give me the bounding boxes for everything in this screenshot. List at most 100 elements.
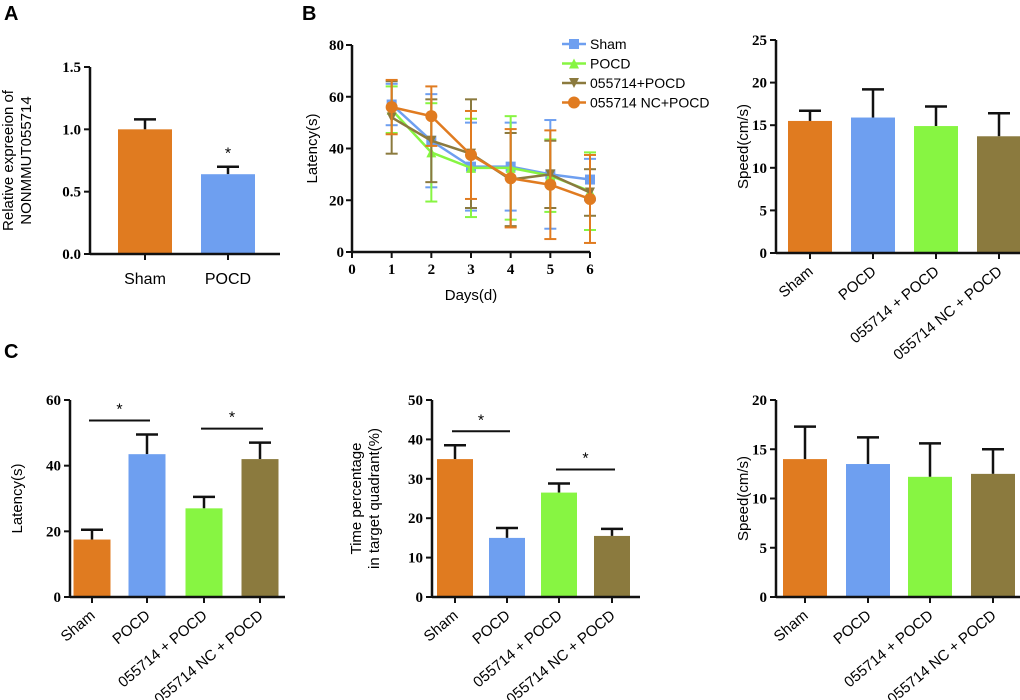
series-055714-nc+pocd	[385, 78, 596, 244]
significance-star: *	[582, 451, 588, 468]
y-axis-label: Speed(cm/s)	[735, 456, 752, 541]
bar-sham	[783, 459, 827, 597]
legend-label: Sham	[590, 36, 627, 52]
y-tick-label: 20	[752, 393, 767, 409]
legend-label: 055714+POCD	[590, 75, 685, 91]
x-tick-label: POCD	[469, 607, 513, 648]
x-tick-label: 055714 NC + POCD	[890, 263, 1005, 364]
x-tick-label: 3	[467, 262, 475, 278]
y-tick-label: 10	[752, 161, 767, 177]
legend-label: POCD	[590, 56, 630, 72]
triangle-down-marker	[569, 78, 579, 88]
y-tick-label: 5	[760, 541, 768, 557]
x-tick-label: Sham	[124, 271, 166, 288]
y-tick-label: 20	[329, 193, 344, 209]
bar-pocd	[851, 117, 895, 253]
y-tick-label: 20	[408, 511, 423, 527]
bar-sham	[73, 539, 111, 597]
y-tick-label: 50	[408, 393, 423, 409]
bar-sham	[118, 129, 172, 254]
y-tick-label: 1.0	[62, 122, 81, 138]
y-tick-label: 0	[416, 590, 424, 606]
bar-055714-+-pocd	[185, 508, 223, 597]
circle-marker	[465, 148, 477, 161]
significance-star: *	[478, 412, 484, 429]
y-tick-label: 0	[760, 246, 768, 262]
y-tick-label: 20	[46, 524, 61, 540]
panel-label-a: A	[4, 3, 18, 25]
y-axis-label: in target quadrant(%)	[366, 428, 383, 569]
bar-055714-nc-+-pocd	[241, 459, 279, 597]
bar-055714-nc-+-pocd	[594, 535, 630, 597]
legend-label: 055714 NC+POCD	[590, 95, 709, 111]
x-tick-label: 5	[547, 262, 555, 278]
y-tick-label: 20	[752, 76, 767, 92]
x-tick-label: Sham	[771, 607, 812, 645]
x-tick-label: Sham	[776, 263, 817, 301]
x-tick-label: 2	[428, 262, 436, 278]
y-tick-label: 30	[408, 472, 423, 488]
y-tick-label: 60	[329, 90, 344, 106]
bar-055714-nc-+-pocd	[977, 136, 1020, 253]
x-tick-label: 6	[586, 262, 594, 278]
x-tick-label: Sham	[421, 607, 462, 645]
x-tick-label: POCD	[835, 263, 879, 304]
x-tick-label: 4	[507, 262, 515, 278]
significance-star: *	[225, 146, 231, 163]
circle-marker	[568, 96, 580, 109]
circle-marker	[425, 110, 438, 123]
bar-pocd	[489, 537, 525, 597]
legend: Sham POCD 055714+POCD 055714 NC+POCD	[562, 36, 709, 111]
y-tick-label: 15	[752, 118, 767, 134]
y-tick-label: 0.5	[62, 185, 81, 201]
y-tick-label: 40	[408, 432, 423, 448]
x-tick-label: Sham	[58, 607, 99, 645]
x-tick-label: 0	[348, 262, 356, 278]
series-line	[391, 105, 591, 201]
y-tick-label: 40	[46, 459, 61, 475]
y-tick-label: 40	[329, 142, 344, 158]
series-line	[391, 116, 591, 194]
y-tick-label: 0.0	[62, 247, 81, 263]
y-tick-label: 5	[760, 203, 768, 219]
y-axis-label: NONMMUT055714	[18, 96, 35, 224]
chart-b-line: 0 20 40 60 80 0 1 2 3 4 5 6 Days(d) Sham POCD 055714+PO…	[329, 36, 709, 304]
y-tick-label: 0	[760, 590, 768, 606]
panel-label-b: B	[302, 3, 316, 25]
y-axis-label: Speed(cm/s)	[735, 104, 752, 189]
y-tick-label: 0	[337, 245, 345, 261]
significance-star: *	[116, 401, 122, 418]
bar-pocd	[128, 454, 166, 597]
panel-label-c: C	[4, 341, 18, 363]
bar-055714-nc-+-pocd	[971, 473, 1015, 597]
square-marker	[569, 39, 579, 49]
y-axis-label: Time percentage	[348, 442, 365, 554]
x-tick-label: 055714 NC + POCD	[884, 607, 999, 700]
chart-a: Sham POCD 0.0 0.5 1.0 1.5 *	[62, 60, 280, 288]
circle-marker	[504, 172, 517, 185]
x-tick-label: 055714 + POCD	[470, 607, 566, 691]
bar-055714-+-pocd	[541, 492, 577, 597]
x-axis-label: Days(d)	[445, 287, 498, 304]
y-axis-label: Relative expreeion of	[0, 89, 17, 231]
x-tick-label: 1	[388, 262, 396, 278]
bar-pocd	[846, 464, 890, 597]
triangle-marker	[569, 58, 579, 69]
circle-marker	[385, 101, 398, 114]
y-axis-label: Latency(s)	[9, 463, 26, 533]
y-tick-label: 1.5	[62, 60, 81, 76]
x-tick-label: POCD	[205, 271, 251, 288]
bar-sham	[788, 120, 832, 253]
y-tick-label: 0	[54, 590, 62, 606]
y-tick-label: 10	[752, 492, 767, 508]
bar-pocd	[201, 174, 255, 254]
bar-055714-+-pocd	[914, 126, 958, 253]
y-axis-label: Latency(s)	[304, 113, 321, 183]
y-tick-label: 80	[329, 38, 344, 54]
circle-marker	[544, 178, 557, 191]
